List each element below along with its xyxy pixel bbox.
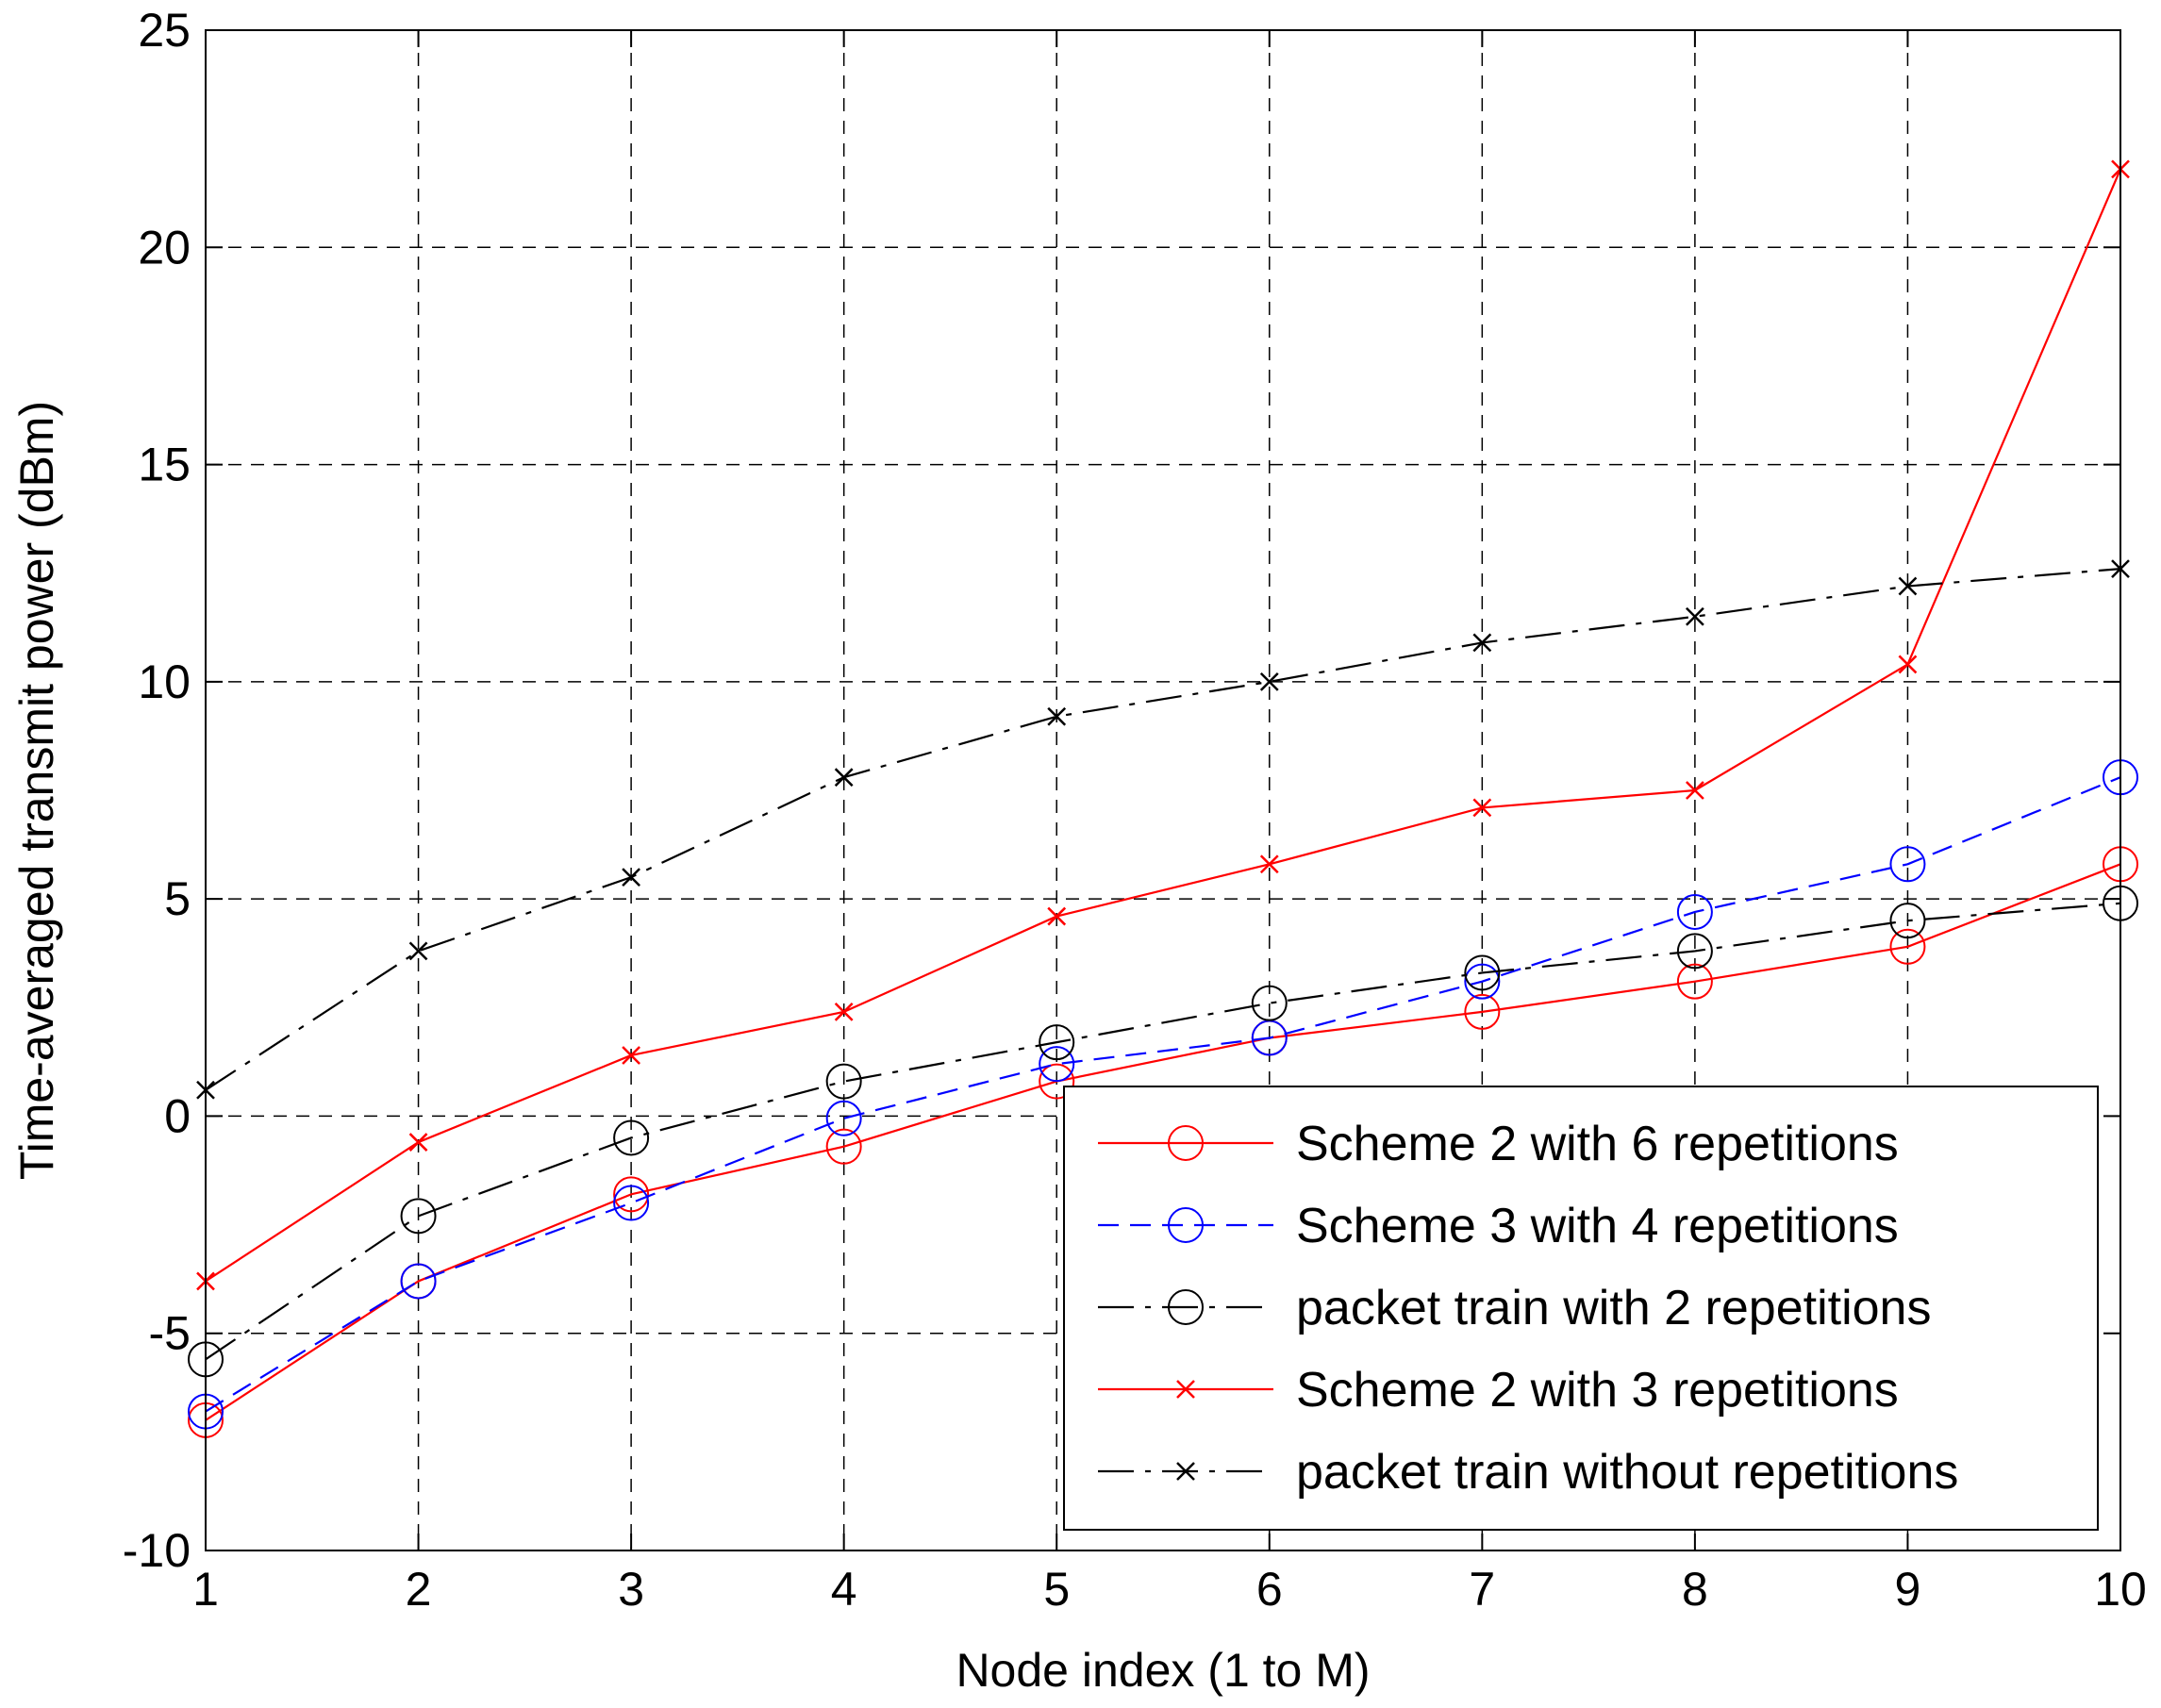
series-line <box>205 568 2121 1091</box>
x-tick-label: 9 <box>1895 1563 1921 1616</box>
data-point <box>1898 576 1918 596</box>
data-point <box>1686 781 1704 800</box>
legend-item: Scheme 3 with 4 repetitions <box>1098 1199 1899 1253</box>
x-tick-label: 5 <box>1043 1563 1070 1616</box>
series-layer <box>188 159 2138 1438</box>
data-point <box>408 1133 428 1152</box>
data-point <box>1047 706 1067 726</box>
data-point <box>1039 1063 1075 1100</box>
y-tick-label: 15 <box>138 439 191 491</box>
data-point <box>825 1100 862 1136</box>
data-point <box>613 1176 650 1213</box>
y-tick-label: 0 <box>164 1089 191 1142</box>
data-point <box>1676 893 1713 930</box>
series-1 <box>188 846 2138 1438</box>
legend-label: packet train without repetitions <box>1296 1445 1958 1500</box>
data-point <box>1259 672 1279 691</box>
x-tick-label: 10 <box>2094 1563 2147 1616</box>
legend-label: Scheme 2 with 3 repetitions <box>1296 1363 1899 1418</box>
legend-swatch-marker <box>1176 1380 1195 1399</box>
series-line <box>205 776 2121 1413</box>
data-point <box>400 1198 437 1235</box>
legend-swatch-marker <box>1176 1462 1195 1481</box>
data-point <box>1464 954 1501 991</box>
data-point <box>408 941 428 961</box>
series-line <box>205 863 2121 1421</box>
data-point <box>400 1263 437 1300</box>
data-point <box>825 1128 862 1165</box>
y-tick-label: 10 <box>138 655 191 708</box>
legend-item: Scheme 2 with 6 repetitions <box>1098 1117 1899 1171</box>
data-point <box>1676 933 1713 970</box>
data-point <box>1676 963 1713 1000</box>
data-point <box>1472 633 1492 653</box>
y-tick-label: -5 <box>149 1307 191 1360</box>
data-point <box>1259 854 1279 874</box>
legend-label: Scheme 2 with 6 repetitions <box>1296 1117 1899 1171</box>
data-point <box>834 1003 854 1021</box>
legend-item: packet train without repetitions <box>1098 1445 1958 1500</box>
data-point <box>1472 798 1492 818</box>
legend-label: packet train with 2 repetitions <box>1296 1281 1931 1335</box>
y-tick-label: 5 <box>164 872 191 925</box>
series-4 <box>196 159 2130 1291</box>
data-point <box>1464 963 1501 1000</box>
data-point <box>1898 655 1918 674</box>
axis-ticks: 1 2 3 4 5 6 7 8 9 10 -10 -5 0 5 10 15 20 25 <box>123 4 2147 1616</box>
legend-swatch-marker <box>1168 1289 1204 1325</box>
legend-label: Scheme 3 with 4 repetitions <box>1296 1199 1899 1253</box>
legend-swatch-marker <box>1168 1207 1204 1243</box>
y-tick-label: -10 <box>123 1524 191 1577</box>
series-line <box>205 168 2122 1283</box>
x-tick-label: 6 <box>1256 1563 1283 1616</box>
data-point <box>825 1063 862 1100</box>
data-point <box>834 768 854 788</box>
plot-area-frame <box>205 29 2121 1551</box>
data-point <box>1889 846 1926 883</box>
data-point <box>1889 903 1926 939</box>
x-tick-label: 7 <box>1469 1563 1495 1616</box>
y-tick-label: 25 <box>138 4 191 57</box>
data-point <box>1686 606 1704 626</box>
data-point <box>622 1046 640 1065</box>
x-tick-label: 3 <box>618 1563 644 1616</box>
data-point <box>613 1119 650 1156</box>
y-axis-label: Time-averaged transmit power (dBm) <box>10 401 63 1180</box>
data-point <box>1047 906 1067 926</box>
series-5 <box>196 559 2130 1100</box>
y-tick-label: 20 <box>138 221 191 274</box>
data-point <box>1464 993 1501 1030</box>
data-point <box>1889 928 1926 965</box>
x-tick-label: 4 <box>831 1563 857 1616</box>
data-point <box>1039 1046 1075 1083</box>
legend: Scheme 2 with 6 repetitions Scheme 3 with… <box>1063 1086 2099 1531</box>
data-point <box>1251 985 1288 1021</box>
data-point <box>613 1185 650 1221</box>
data-point <box>1039 1024 1075 1061</box>
legend-item: Scheme 2 with 3 repetitions <box>1098 1363 1899 1418</box>
x-axis-label: Node index (1 to M) <box>956 1644 1370 1697</box>
x-tick-label: 8 <box>1682 1563 1708 1616</box>
x-tick-label: 2 <box>406 1563 432 1616</box>
series-line <box>205 902 2121 1361</box>
legend-item: packet train with 2 repetitions <box>1098 1281 1931 1335</box>
data-point <box>622 868 640 887</box>
legend-swatch-marker <box>1168 1125 1204 1161</box>
x-tick-label: 1 <box>192 1563 219 1616</box>
